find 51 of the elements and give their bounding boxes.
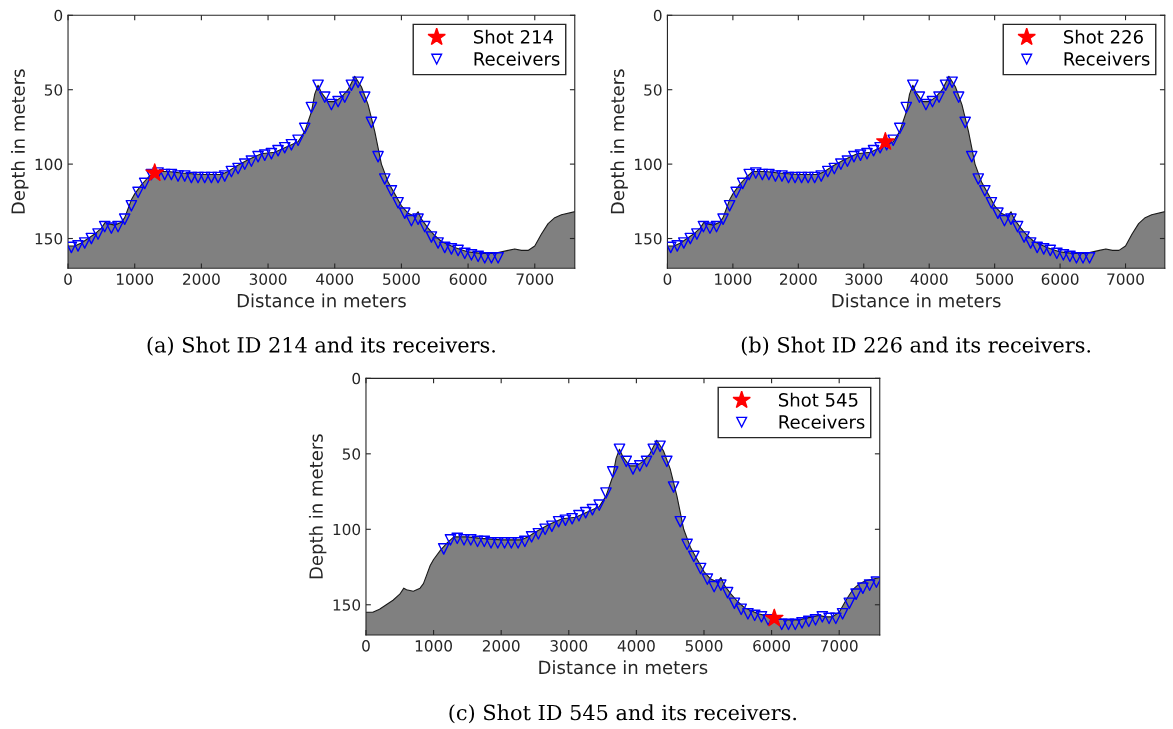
- y-tick-label: 50: [644, 84, 662, 96]
- text: (b) Shot ID 226 and its receivers.: [741, 336, 1091, 356]
- legend-label: Shot 214: [473, 29, 554, 44]
- x-tick-label: 4000: [617, 640, 655, 652]
- y-tick-label: 100: [35, 158, 63, 171]
- x-tick-label: 2000: [482, 640, 520, 652]
- y-tick-label: 100: [333, 523, 361, 536]
- y-axis-title: Depth in meters: [308, 434, 327, 579]
- x-tick-label: 7000: [516, 273, 554, 285]
- x-axis-title: Distance in meters: [539, 660, 708, 675]
- legend-label: Receivers: [474, 51, 560, 66]
- text: (c) Shot ID 545 and its receivers.: [449, 704, 796, 724]
- y-tick-label: 50: [44, 84, 63, 96]
- y-tick-label: 150: [35, 232, 63, 245]
- legend-label: Shot 545: [778, 392, 858, 407]
- legend-label: Shot 226: [1064, 29, 1143, 44]
- x-axis-title: Distance in meters: [832, 293, 1001, 308]
- x-tick-label: 4000: [316, 273, 354, 285]
- y-axis-title: Depth in meters: [610, 69, 628, 214]
- y-tick-label: 100: [635, 158, 662, 171]
- y-tick-label: 150: [635, 232, 662, 245]
- x-tick-label: 6000: [753, 640, 791, 652]
- legend-label: Receivers: [779, 414, 865, 429]
- x-tick-label: 2000: [183, 273, 220, 285]
- x-tick-label: 5000: [685, 640, 723, 652]
- x-tick-label: 1000: [715, 273, 752, 285]
- x-tick-label: 7000: [1107, 273, 1144, 285]
- y-tick-label: 0: [653, 9, 662, 22]
- text: (a) Shot ID 214 and its receivers.: [147, 336, 495, 356]
- x-tick-label: 6000: [449, 273, 487, 285]
- legend-label: Receivers: [1064, 51, 1150, 66]
- x-tick-label: 0: [64, 273, 72, 285]
- x-tick-label: 5000: [383, 273, 420, 285]
- x-tick-label: 3000: [550, 640, 588, 652]
- y-axis-title: Depth in meters: [10, 69, 29, 214]
- y-tick-label: 150: [333, 599, 361, 611]
- x-tick-label: 0: [663, 273, 672, 285]
- x-axis-title: Distance in meters: [237, 293, 406, 308]
- x-tick-label: 1000: [116, 273, 154, 285]
- x-tick-label: 4000: [910, 273, 948, 285]
- x-tick-label: 5000: [976, 273, 1014, 285]
- x-tick-label: 3000: [249, 273, 287, 285]
- x-tick-label: 0: [362, 640, 370, 652]
- x-tick-label: 1000: [415, 640, 452, 652]
- y-tick-label: 0: [352, 372, 361, 385]
- x-tick-label: 3000: [845, 273, 883, 285]
- y-tick-label: 0: [54, 9, 63, 22]
- x-tick-label: 2000: [780, 273, 817, 285]
- y-tick-label: 50: [342, 448, 361, 460]
- x-tick-label: 7000: [821, 640, 858, 652]
- x-tick-label: 6000: [1041, 273, 1079, 285]
